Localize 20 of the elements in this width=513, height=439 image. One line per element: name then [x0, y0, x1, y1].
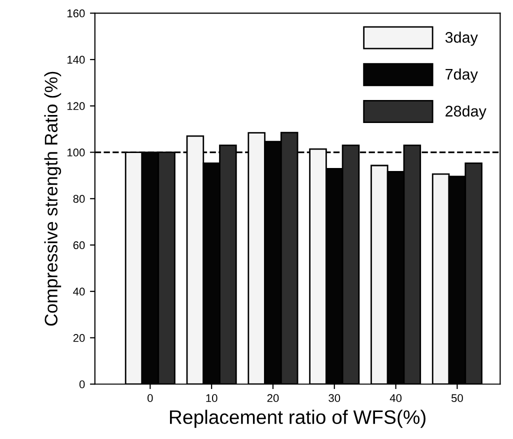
y-tick-label: 140 [67, 56, 85, 64]
y-tick-label: 80 [73, 194, 85, 203]
y-tick-label: 20 [73, 334, 85, 342]
x-tick-label: 20 [267, 394, 279, 402]
x-tick-label: 50 [451, 394, 463, 402]
x-tick-label: 10 [206, 394, 218, 402]
x-tick-label: 0 [148, 394, 153, 402]
y-tick-label: 0 [79, 380, 85, 388]
y-tick-label: 100 [67, 148, 85, 156]
legend-label: 3day [445, 32, 478, 46]
y-tick-label: 40 [73, 288, 85, 296]
y-axis-title: Compressive strength Ratio (%) [44, 72, 62, 326]
x-axis-title: Replacement ratio of WFS(%) [170, 410, 426, 428]
y-tick-label: 160 [67, 9, 85, 18]
legend-label: 7day [446, 68, 478, 83]
x-tick-label: 40 [390, 394, 402, 402]
legend-label: 28day [446, 105, 486, 120]
y-tick-label: 60 [73, 241, 85, 250]
y-tick-label: 120 [67, 102, 85, 110]
x-tick-label: 30 [328, 394, 340, 402]
